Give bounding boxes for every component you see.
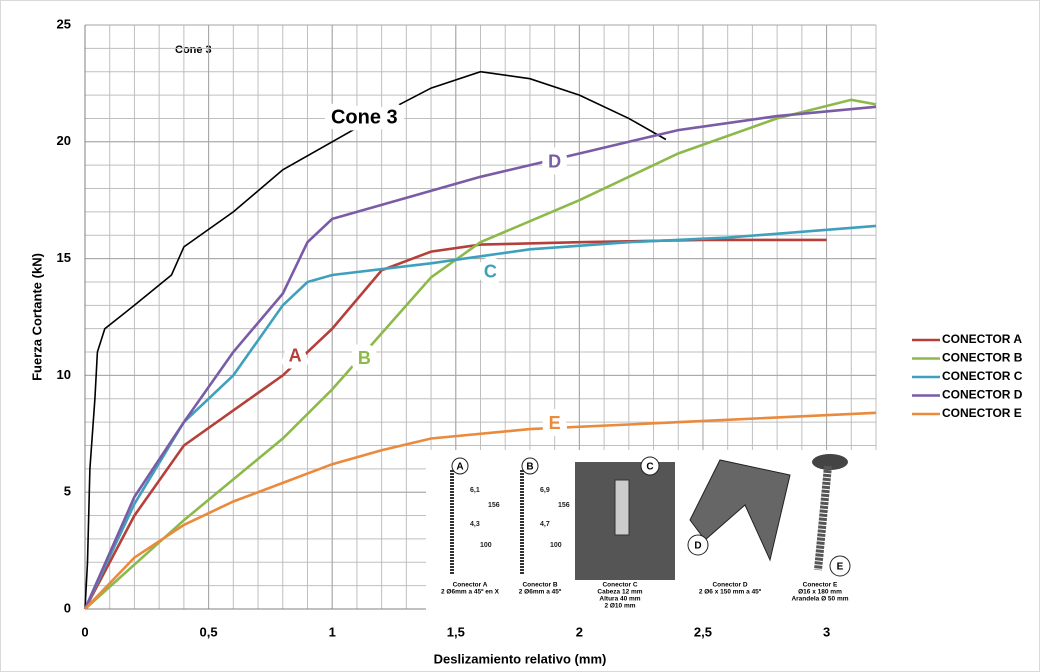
caption: 2 Ø6mm a 45º en X [441, 589, 500, 596]
series-label: C [484, 261, 497, 281]
x-tick-label: 0 [81, 624, 88, 639]
x-tick-label: 2 [576, 624, 583, 639]
connector-head [615, 480, 629, 535]
series-label: A [289, 345, 302, 365]
dimension: 6,1 [470, 487, 480, 494]
x-tick-label: 1,5 [447, 624, 465, 639]
legend-label: CONECTOR C [942, 369, 1023, 383]
caption: 2 Ø6 x 150 mm a 45º [699, 589, 762, 596]
series-label: Cone 3 [331, 107, 398, 129]
panel-letter: B [526, 462, 533, 473]
caption: Conector E [803, 582, 838, 589]
dimension: 100 [550, 542, 562, 549]
x-axis-label: Deslizamiento relativo (mm) [434, 651, 607, 666]
legend-label: CONECTOR E [942, 406, 1022, 420]
panel-letter: A [456, 462, 463, 473]
caption: Arandela Ø 50 mm [791, 596, 848, 603]
y-tick-label: 25 [57, 16, 71, 31]
dimension: 100 [480, 542, 492, 549]
x-tick-label: 1 [329, 624, 336, 639]
series-label: D [548, 152, 561, 172]
x-tick-label: 3 [823, 624, 830, 639]
caption: Conector C [602, 582, 637, 589]
connector-inset: 6,1 4,3 156 100 A Conector A2 Ø6mm a 45º en X… [426, 450, 878, 612]
dimension: 6,9 [540, 487, 550, 494]
dimension: 156 [488, 502, 500, 509]
caption: Conector B [522, 582, 557, 589]
y-tick-label: 15 [57, 250, 71, 265]
y-axis-label: Fuerza Cortante (kN) [29, 253, 44, 381]
dimension: 4,3 [470, 521, 480, 528]
legend-label: CONECTOR D [942, 388, 1023, 402]
series-label: E [549, 413, 561, 433]
y-tick-label: 10 [57, 367, 71, 382]
panel-letter: C [646, 462, 653, 473]
caption: 2 Ø6mm a 45º [519, 589, 562, 596]
legend-label: CONECTOR B [942, 351, 1023, 365]
y-tick-label: 0 [64, 600, 71, 615]
panel-letter: D [694, 541, 701, 552]
caption: Conector D [712, 582, 747, 589]
y-tick-label: 20 [57, 133, 71, 148]
x-tick-label: 2,5 [694, 624, 712, 639]
caption: 2 Ø10 mm [604, 603, 635, 610]
y-tick-label: 5 [64, 484, 71, 499]
panel-letter: E [837, 562, 844, 573]
caption: Conector A [453, 582, 488, 589]
legend-label: CONECTOR A [942, 332, 1022, 346]
caption: Ø16 x 180 mm [798, 589, 842, 596]
x-tick-label: 0,5 [200, 624, 218, 639]
caption: Altura 40 mm [599, 596, 640, 603]
dimension: 156 [558, 502, 570, 509]
chart: Cone 3 Deslizamiento relativo (mm) Fuerz… [0, 0, 1040, 672]
caption: Cabeza 12 mm [597, 589, 642, 596]
dimension: 4,7 [540, 521, 550, 528]
chart-title: Cone 3 [175, 44, 212, 56]
series-label: B [358, 348, 371, 368]
